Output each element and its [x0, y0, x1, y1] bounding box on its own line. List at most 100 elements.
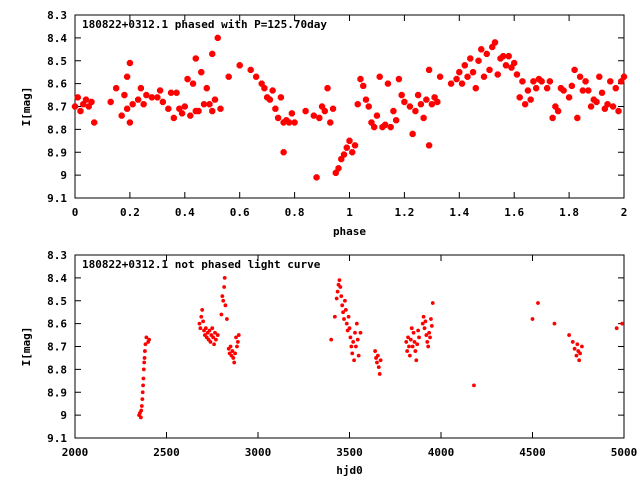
unphased-data-point: [140, 390, 145, 395]
phased-data-point: [118, 112, 125, 119]
unphased-data-point: [141, 383, 145, 388]
unphased-data-point: [408, 337, 413, 342]
phased-data-point: [74, 94, 81, 101]
phased-data-point: [203, 85, 210, 92]
phased-data-point: [346, 137, 353, 144]
phased-data-point: [195, 107, 202, 115]
phased-data-point: [390, 107, 397, 115]
unphased-data-point: [620, 321, 625, 326]
unphased-x-tick-label: 3500: [336, 446, 363, 459]
phased-data-point: [565, 94, 573, 101]
unphased-data-point: [350, 351, 355, 356]
phased-data-point: [579, 87, 586, 94]
unphased-data-point: [429, 324, 434, 328]
unphased-y-tick-label: 8.7: [47, 341, 67, 354]
unphased-data-point: [335, 289, 340, 294]
unphased-data-point: [354, 321, 359, 326]
unphased-x-axis-label: hjd0: [336, 464, 363, 477]
phased-x-tick-label: 1.2: [394, 206, 414, 219]
unphased-data-point: [376, 365, 381, 369]
unphased-data-point: [552, 321, 557, 326]
phased-data-point: [272, 105, 279, 112]
unphased-data-point: [414, 358, 419, 363]
unphased-data-point: [351, 340, 356, 344]
unphased-data-point: [358, 330, 363, 335]
unphased-data-point: [425, 340, 430, 344]
unphased-y-axis-label: I[mag]: [20, 327, 33, 367]
unphased-data-point: [343, 298, 347, 303]
phased-data-point: [434, 98, 441, 106]
phased-data-point: [425, 66, 433, 74]
unphased-data-point: [429, 317, 433, 321]
phased-data-point: [554, 107, 562, 115]
phased-data-point: [494, 71, 501, 78]
unphased-data-point: [570, 340, 575, 344]
phased-data-point: [538, 78, 545, 85]
phased-data-point: [524, 87, 532, 94]
unphased-data-point: [338, 285, 343, 289]
phased-data-point: [609, 103, 617, 110]
unphased-y-tick-label: 8.8: [47, 363, 67, 376]
unphased-data-point: [352, 358, 356, 363]
unphased-data-point: [232, 360, 237, 365]
phased-data-point: [167, 89, 175, 96]
unphased-x-tick-label: 5000: [611, 446, 638, 459]
phased-data-point: [406, 103, 414, 110]
phased-data-point: [511, 59, 518, 67]
unphased-data-point: [144, 335, 149, 340]
unphased-data-point: [228, 344, 233, 349]
phased-data-point: [371, 123, 378, 131]
unphased-data-point: [353, 330, 357, 335]
unphased-data-point: [378, 358, 383, 363]
unphased-data-point: [224, 317, 229, 321]
phased-y-tick-label: 8.7: [47, 101, 67, 114]
phased-x-tick-label: 1: [346, 206, 353, 219]
unphased-y-tick-label: 8.3: [47, 249, 67, 262]
phased-data-point: [178, 110, 186, 117]
phased-data-point: [505, 53, 512, 60]
phased-plot-frame: [74, 14, 625, 199]
phased-data-point: [475, 57, 482, 64]
unphased-data-point: [426, 344, 431, 349]
unphased-data-point: [342, 317, 346, 321]
phased-data-point: [236, 62, 243, 69]
unphased-data-point: [614, 326, 619, 331]
phased-data-point: [143, 91, 150, 99]
unphased-data-point: [567, 333, 571, 337]
unphased-data-point: [213, 330, 217, 335]
unphased-data-point: [142, 360, 147, 365]
unphased-data-point: [430, 301, 435, 305]
phased-data-point: [469, 69, 477, 76]
phased-data-point: [129, 101, 136, 108]
phased-data-point: [126, 59, 134, 67]
unphased-x-tick-label: 2500: [153, 446, 180, 459]
phased-data-point: [607, 78, 614, 85]
phased-data-point: [351, 142, 359, 149]
unphased-data-point: [143, 349, 147, 353]
phased-data-point: [571, 66, 578, 74]
phased-data-point: [140, 101, 147, 108]
phased-data-point: [513, 71, 521, 78]
phased-data-point: [121, 91, 128, 99]
unphased-data-point: [424, 333, 429, 337]
phased-x-tick-label: 1.6: [504, 206, 524, 219]
unphased-data-point: [407, 344, 411, 349]
phased-data-point: [184, 75, 191, 83]
phased-data-point: [453, 75, 460, 83]
phased-data-point: [472, 85, 479, 92]
unphased-data-point: [212, 342, 216, 347]
phased-x-tick-label: 0.6: [230, 206, 250, 219]
unphased-data-point: [356, 353, 361, 358]
phased-data-point: [217, 105, 224, 112]
unphased-data-point: [422, 326, 427, 331]
phased-data-point: [478, 46, 485, 53]
unphased-data-point: [348, 335, 353, 340]
unphased-data-point: [230, 349, 235, 353]
phased-data-point: [533, 85, 540, 92]
phased-light-curve-chart: 0 0.2 0.4 0.6 0.8 1 1.2 1.4 1.6 1.8 2 8.3 8.4 8.5 8.6 8…: [20, 9, 627, 238]
phased-x-tick-label: 0.2: [120, 206, 140, 219]
phased-data-point: [211, 96, 219, 103]
phased-data-point: [285, 119, 293, 126]
unphased-data-point: [138, 415, 143, 420]
unphased-data-points: [137, 275, 625, 420]
